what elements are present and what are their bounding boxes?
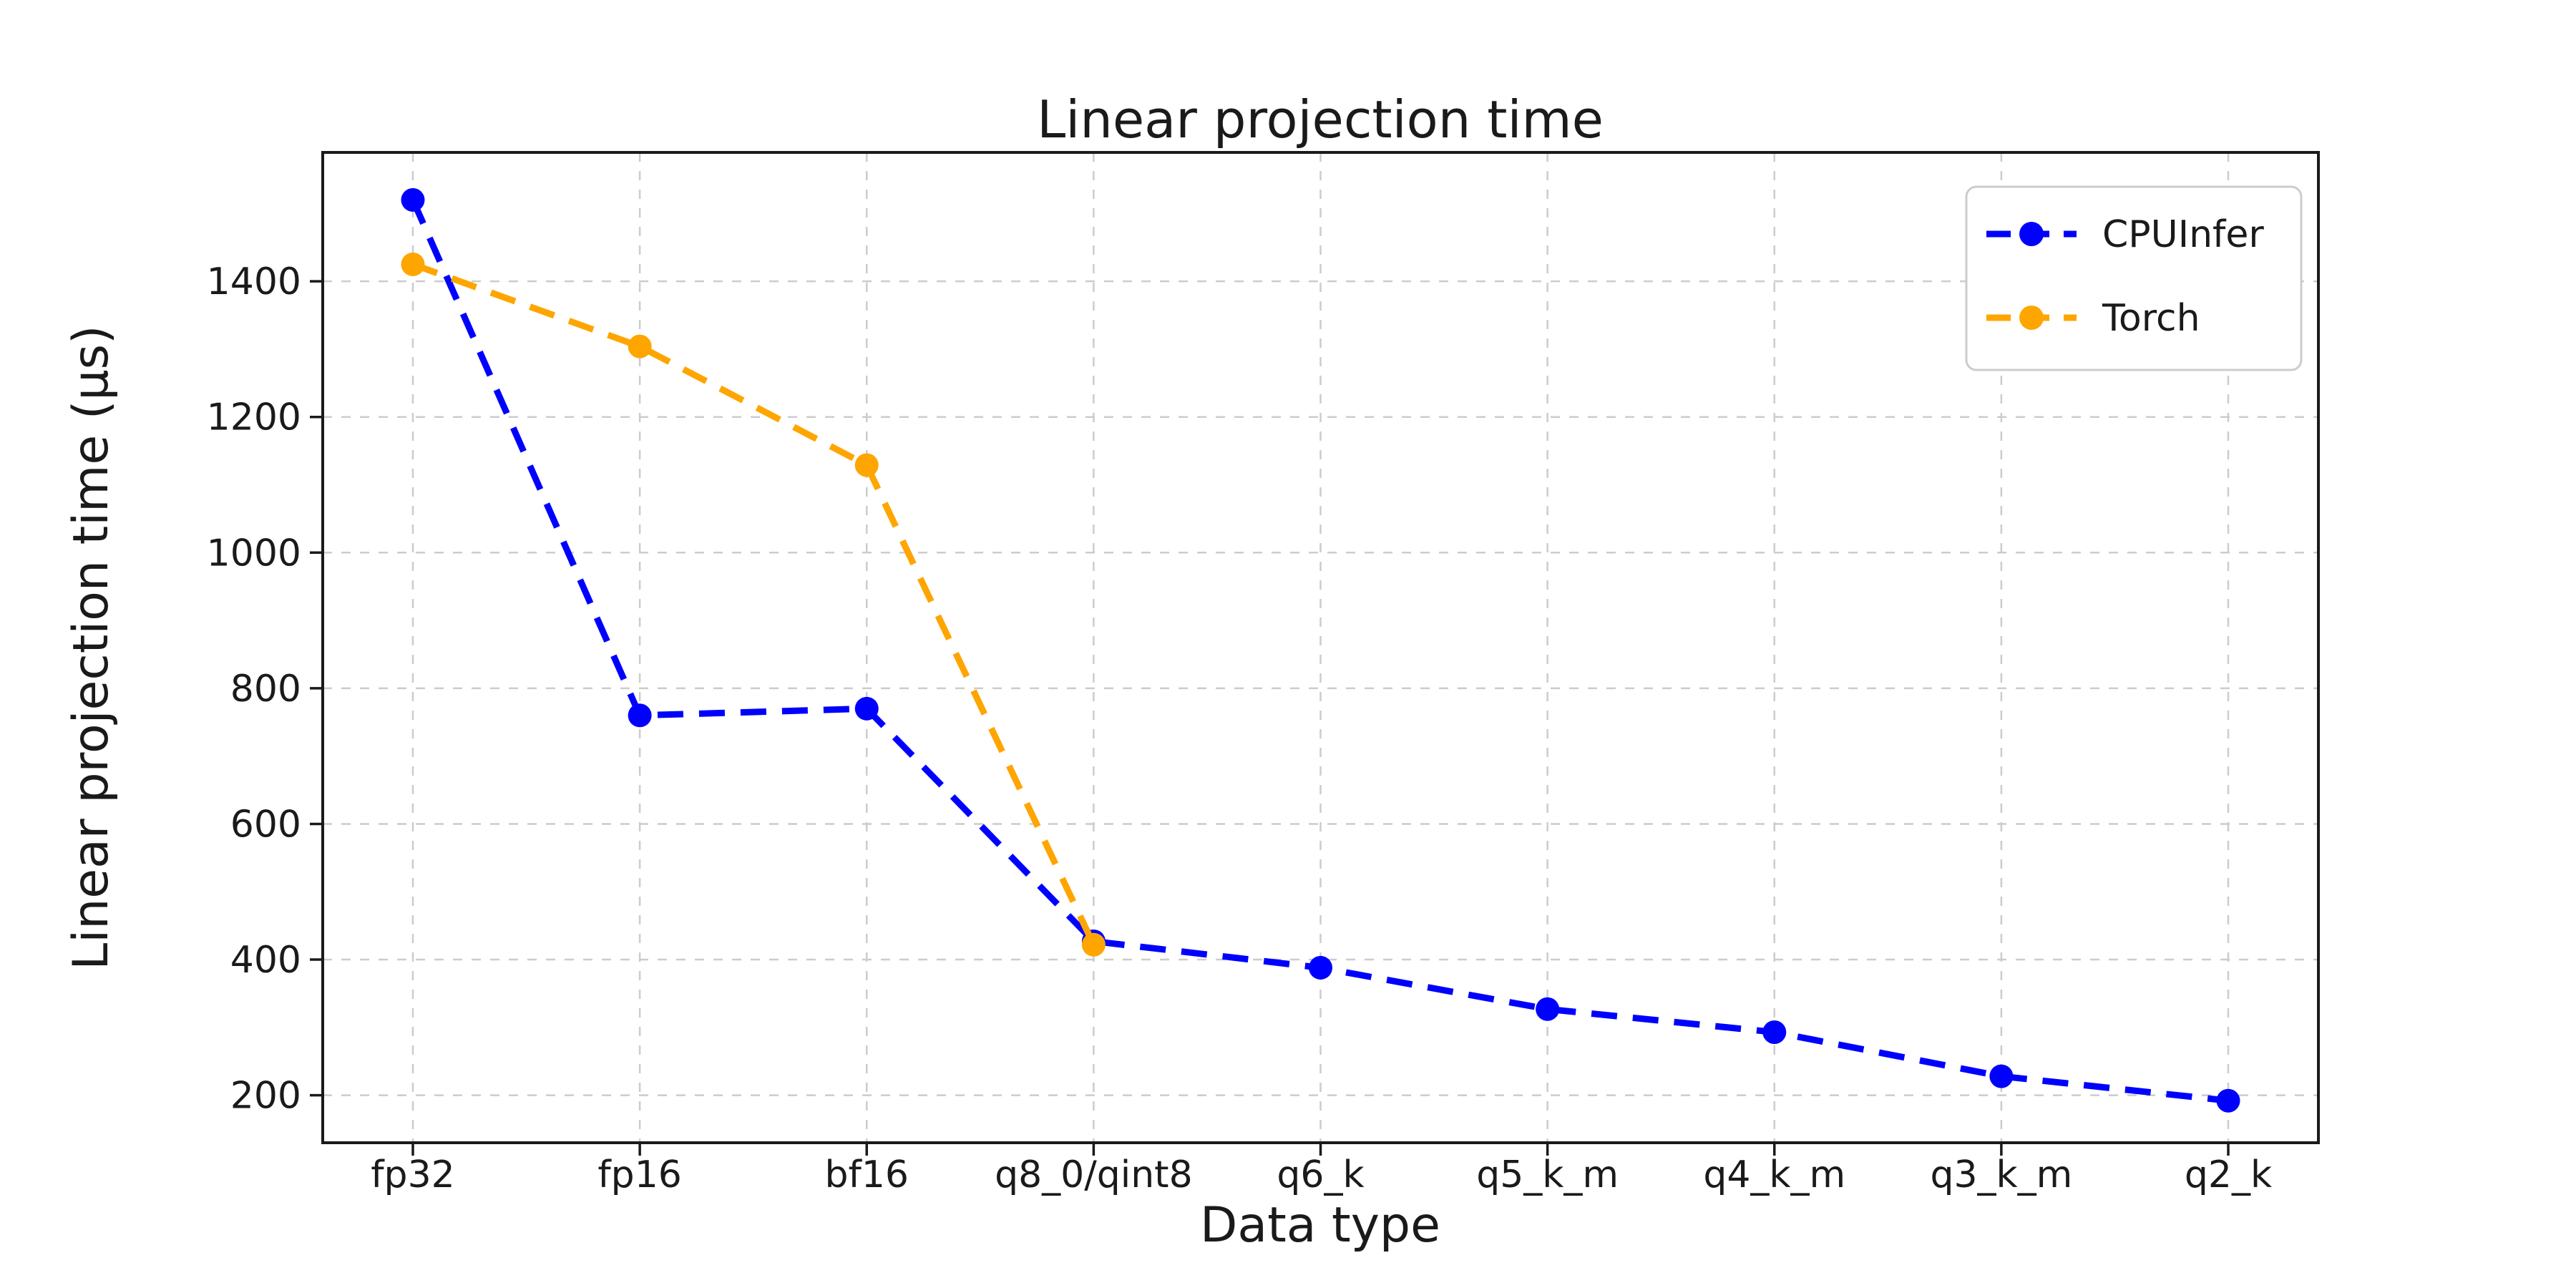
- y-tick-label: 600: [230, 803, 301, 846]
- x-tick-label: bf16: [825, 1153, 909, 1196]
- legend: CPUInfer Torch: [1965, 185, 2303, 371]
- x-tick-label: q6_k: [1277, 1153, 1364, 1196]
- x-tick-label: q2_k: [2185, 1153, 2272, 1196]
- x-tick-label: q3_k_m: [1930, 1153, 2072, 1196]
- data-point-marker-torch: [628, 334, 652, 358]
- data-point-marker-cpuinfer: [1989, 1064, 2014, 1088]
- data-point-marker-cpuinfer: [401, 187, 425, 212]
- y-tick-label: 800: [230, 668, 301, 711]
- data-point-marker-cpuinfer: [628, 703, 652, 728]
- y-tick-label: 1400: [207, 260, 301, 303]
- axis-ticks: [310, 280, 2230, 1156]
- x-tick-label: q5_k_m: [1476, 1153, 1619, 1196]
- y-tick-label: 1000: [207, 532, 301, 575]
- series-line-torch: [411, 261, 1097, 947]
- series-layer: [401, 187, 2240, 1113]
- legend-marker-torch-icon: [2019, 306, 2044, 330]
- data-point-marker-torch: [401, 252, 425, 276]
- legend-label-cpuinfer: CPUInfer: [2102, 213, 2264, 256]
- x-tick-label: fp16: [597, 1153, 681, 1196]
- legend-label-torch: Torch: [2102, 297, 2200, 340]
- x-tick-label: q4_k_m: [1703, 1153, 1845, 1196]
- data-point-marker-cpuinfer: [1309, 955, 1332, 980]
- legend-marker-cpuinfer-icon: [2019, 222, 2044, 246]
- data-point-marker-cpuinfer: [2216, 1088, 2240, 1113]
- y-axis-label: Linear projection time (μs): [63, 325, 119, 970]
- data-point-marker-cpuinfer: [854, 696, 879, 721]
- x-tick-label: fp32: [371, 1153, 454, 1196]
- axis-tick-labels: 200 400 600 800 1000 1200 1400 fp32 fp16 bf16 q8_0…: [207, 260, 2272, 1196]
- data-point-marker-cpuinfer: [1536, 997, 1560, 1021]
- y-tick-label: 1200: [207, 396, 301, 439]
- data-point-marker-torch: [1081, 932, 1106, 957]
- y-tick-label: 400: [230, 939, 301, 982]
- chart-title: Linear projection time: [1037, 89, 1604, 150]
- data-point-marker-torch: [854, 453, 879, 477]
- x-tick-label: q8_0/qint8: [995, 1153, 1193, 1196]
- legend-box: [1965, 185, 2303, 371]
- y-tick-label: 200: [230, 1075, 301, 1118]
- plot-border: [321, 151, 2320, 1144]
- data-point-marker-cpuinfer: [1762, 1020, 1787, 1044]
- x-axis-label: Data type: [1200, 1197, 1440, 1254]
